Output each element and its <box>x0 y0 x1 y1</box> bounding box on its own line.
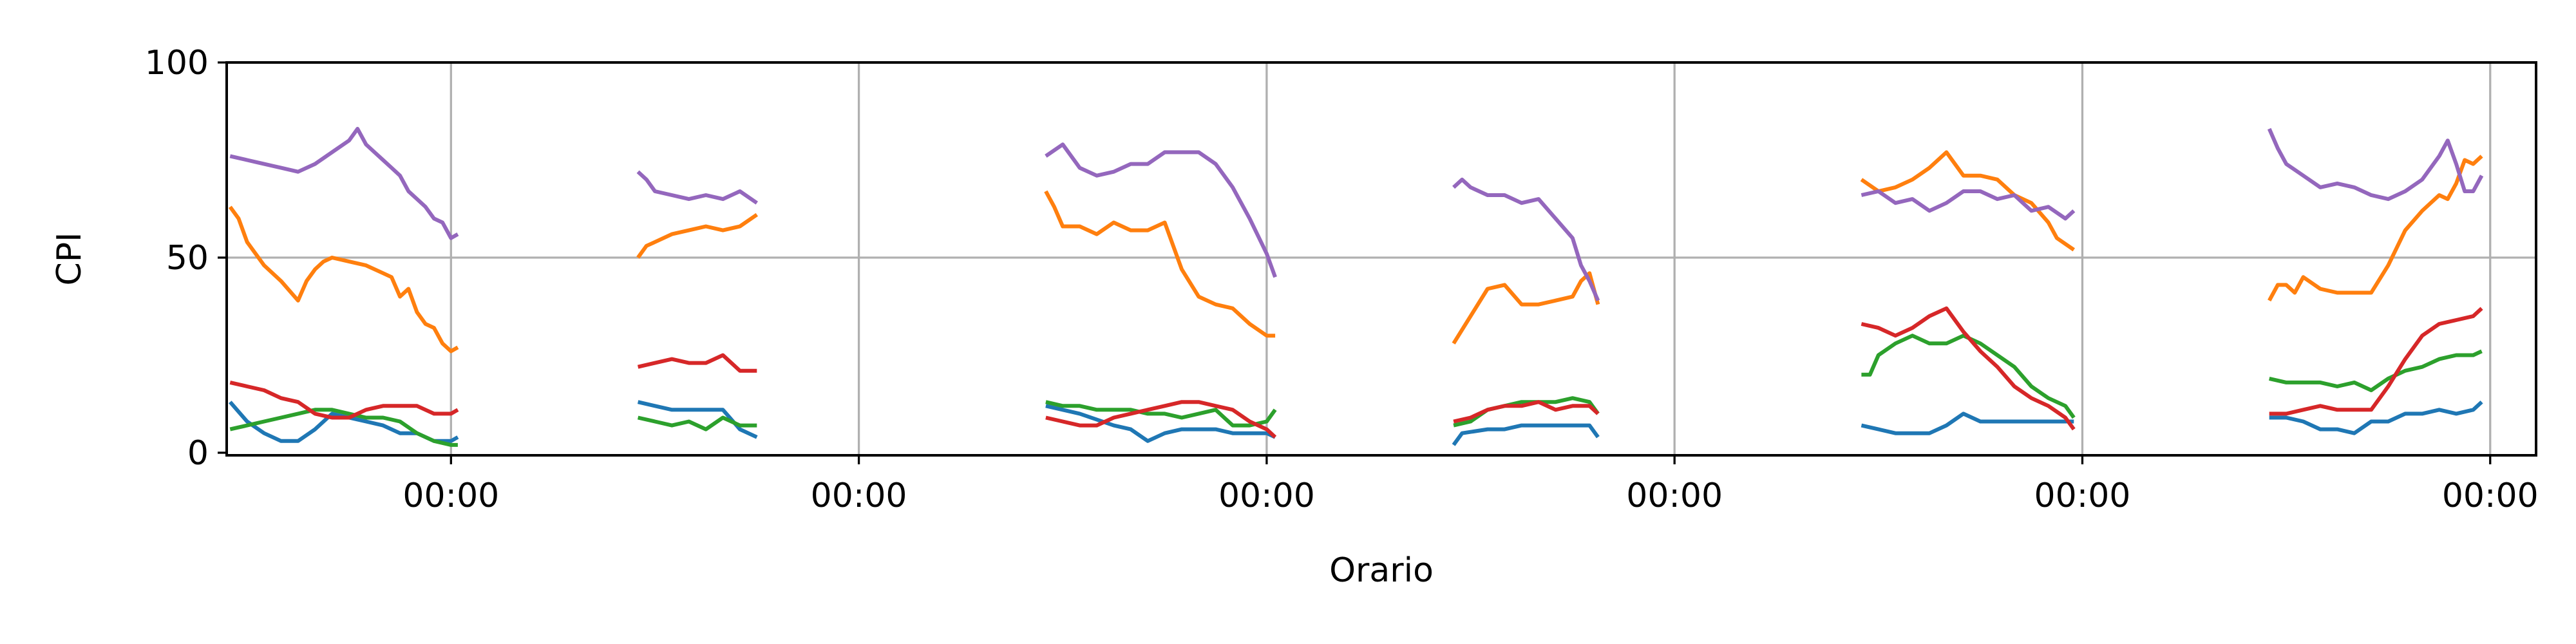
series-line-segment <box>229 408 458 447</box>
series-line-segment <box>637 353 757 373</box>
series-line-segment <box>636 213 759 259</box>
series-line-segment <box>1861 412 2074 435</box>
series-line-segment <box>1861 189 2076 221</box>
series-line-segment <box>637 415 757 431</box>
plot-area <box>228 127 2484 447</box>
axes-frame <box>225 61 2537 457</box>
y-axis-ticks: 0 50 100 <box>145 44 227 473</box>
series-line-segment <box>1045 404 1276 443</box>
series-line-segment <box>1045 400 1277 439</box>
series-line-segment <box>1861 334 2076 419</box>
x-tick-label: 00:00 <box>402 477 499 515</box>
series-line-segment <box>1860 150 2076 252</box>
series-line-segment <box>229 380 459 420</box>
series-line-segment <box>1044 190 1276 338</box>
series-3 <box>229 334 2483 447</box>
series-5 <box>229 127 2484 301</box>
series-line-segment <box>228 205 459 354</box>
series-4 <box>229 306 2483 439</box>
x-axis-ticks: 00:00 00:00 00:00 00:00 00:00 00:00 <box>402 455 2539 515</box>
x-tick-label: 00:00 <box>1218 477 1315 515</box>
y-tick-label: 100 <box>145 44 209 82</box>
series-line-segment <box>2269 349 2483 392</box>
series-line-segment <box>636 170 759 205</box>
series-2 <box>228 150 2483 354</box>
x-tick-label: 00:00 <box>1626 477 1723 515</box>
x-tick-label: 00:00 <box>811 477 907 515</box>
x-axis-title: Orario <box>1329 551 1434 590</box>
y-axis-title: CPI <box>50 232 89 285</box>
series-line-segment <box>1452 177 1600 301</box>
series-line-segment <box>229 127 459 240</box>
y-tick-label: 0 <box>187 434 209 473</box>
series-line-segment <box>1452 271 1600 345</box>
series-line-segment <box>1045 400 1277 428</box>
x-tick-label: 00:00 <box>2034 477 2131 515</box>
series-line-segment <box>1861 306 2076 431</box>
series-line-segment <box>1452 423 1600 446</box>
series-line-segment <box>2268 155 2483 302</box>
y-tick-label: 50 <box>166 239 209 278</box>
series-line-segment <box>2269 400 2483 435</box>
series-line-segment <box>2267 128 2484 202</box>
grid-lines <box>227 62 2536 455</box>
x-tick-label: 00:00 <box>2442 477 2539 515</box>
series-line-segment <box>1453 400 1600 424</box>
series-line-segment <box>1045 142 1277 278</box>
series-line-segment <box>2269 307 2483 416</box>
